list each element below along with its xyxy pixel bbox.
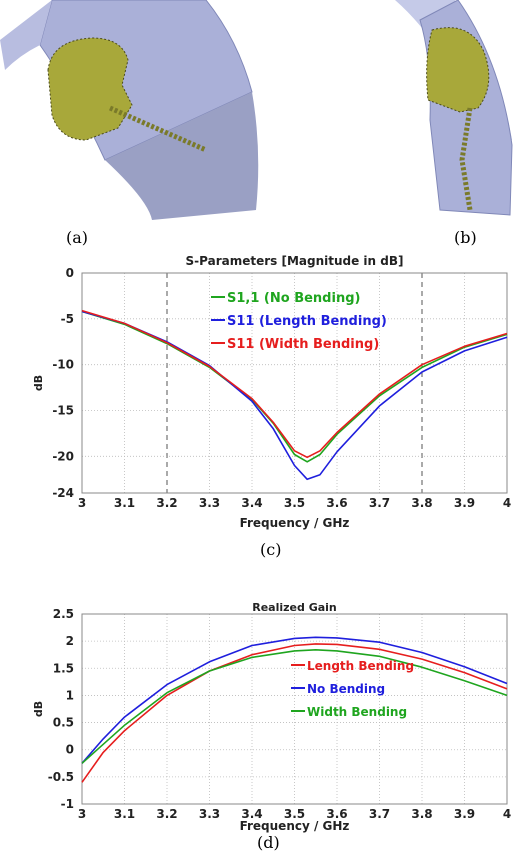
x-tick-label: 3.8 bbox=[411, 496, 432, 510]
antenna-figure-b bbox=[395, 0, 513, 216]
x-tick-label: 3.4 bbox=[241, 807, 262, 821]
x-tick-label: 3.5 bbox=[284, 807, 305, 821]
y-tick-label: -0.5 bbox=[48, 770, 74, 784]
series-line-3 bbox=[81, 309, 508, 459]
y-tick-label: 0 bbox=[66, 266, 74, 280]
y-tick-label: 0.5 bbox=[53, 716, 74, 730]
y-tick-label: -5 bbox=[61, 312, 74, 326]
antenna-figure-a bbox=[0, 0, 259, 220]
legend-label-3: S11 (Width Bending) bbox=[227, 337, 379, 352]
legend-label-2: No Bending bbox=[307, 682, 385, 696]
x-tick-label: 3.2 bbox=[156, 807, 177, 821]
x-tick-label: 3.6 bbox=[326, 496, 347, 510]
x-tick-label: 3.9 bbox=[454, 496, 475, 510]
x-tick-label: 3 bbox=[78, 807, 86, 821]
x-tick-label: 3.9 bbox=[454, 807, 475, 821]
x-tick-label: 3.4 bbox=[241, 496, 262, 510]
series-line-2 bbox=[81, 636, 508, 764]
feedline-a bbox=[108, 105, 208, 153]
x-tick-label: 3.1 bbox=[114, 496, 135, 510]
chart-title: Realized Gain bbox=[252, 601, 337, 614]
x-axis-label: Frequency / GHz bbox=[240, 819, 350, 833]
x-tick-label: 3.8 bbox=[411, 807, 432, 821]
caption-c: (c) bbox=[260, 540, 282, 559]
y-tick-label: -20 bbox=[52, 449, 74, 463]
substrate-a-left bbox=[0, 0, 52, 70]
x-tick-label: 4 bbox=[503, 496, 511, 510]
plot-frame bbox=[81, 272, 508, 494]
antenna-renderings bbox=[0, 0, 513, 220]
feedline-b bbox=[459, 107, 473, 211]
y-axis-label: dB bbox=[32, 701, 45, 717]
realized-gain-chart: Realized Gain 3 3.1 3.2 3.3 3.4 3.5 3.6 3.7 3.8 3.… bbox=[32, 601, 511, 833]
y-tick-label: 0 bbox=[66, 743, 74, 757]
x-tick-label: 3.5 bbox=[284, 496, 305, 510]
x-tick-label: 3.1 bbox=[114, 807, 135, 821]
legend-label-2: S11 (Length Bending) bbox=[227, 314, 387, 329]
caption-b: (b) bbox=[454, 228, 477, 247]
y-tick-label: 1.5 bbox=[53, 661, 74, 675]
y-tick-label: 2 bbox=[66, 634, 74, 648]
caption-a: (a) bbox=[66, 228, 89, 247]
patch-a bbox=[47, 37, 133, 141]
x-tick-label: 3.7 bbox=[369, 496, 390, 510]
series-line-3 bbox=[81, 649, 508, 764]
s-parameter-chart: S-Parameters [Magnitude in dB] 3 3.1 3.2 3.3… bbox=[32, 254, 511, 530]
patch-b bbox=[426, 27, 490, 113]
x-tick-label: 3.6 bbox=[326, 807, 347, 821]
x-tick-label: 3 bbox=[78, 496, 86, 510]
x-axis-label: Frequency / GHz bbox=[240, 516, 350, 530]
y-axis-label: dB bbox=[32, 375, 45, 391]
x-tick-label: 3.3 bbox=[199, 807, 220, 821]
substrate-a-side bbox=[105, 92, 259, 220]
x-tick-label: 3.7 bbox=[369, 807, 390, 821]
chart-title: S-Parameters [Magnitude in dB] bbox=[186, 254, 404, 268]
y-tick-label: -24 bbox=[52, 486, 74, 500]
series-line-1 bbox=[81, 310, 508, 463]
y-tick-label: 2.5 bbox=[53, 607, 74, 621]
caption-d: (d) bbox=[257, 833, 280, 852]
x-tick-label: 4 bbox=[503, 807, 511, 821]
plot-frame bbox=[81, 613, 508, 805]
y-tick-label: -1 bbox=[61, 797, 74, 811]
y-tick-label: 1 bbox=[66, 688, 74, 702]
y-tick-label: -15 bbox=[52, 404, 74, 418]
legend-label-3: Width Bending bbox=[307, 705, 407, 719]
x-tick-label: 3.3 bbox=[199, 496, 220, 510]
legend-label-1: S1,1 (No Bending) bbox=[227, 291, 360, 306]
y-tick-label: -10 bbox=[52, 358, 74, 372]
x-tick-label: 3.2 bbox=[156, 496, 177, 510]
legend-label-1: Length Bending bbox=[307, 659, 414, 673]
series-line-1 bbox=[81, 643, 508, 783]
